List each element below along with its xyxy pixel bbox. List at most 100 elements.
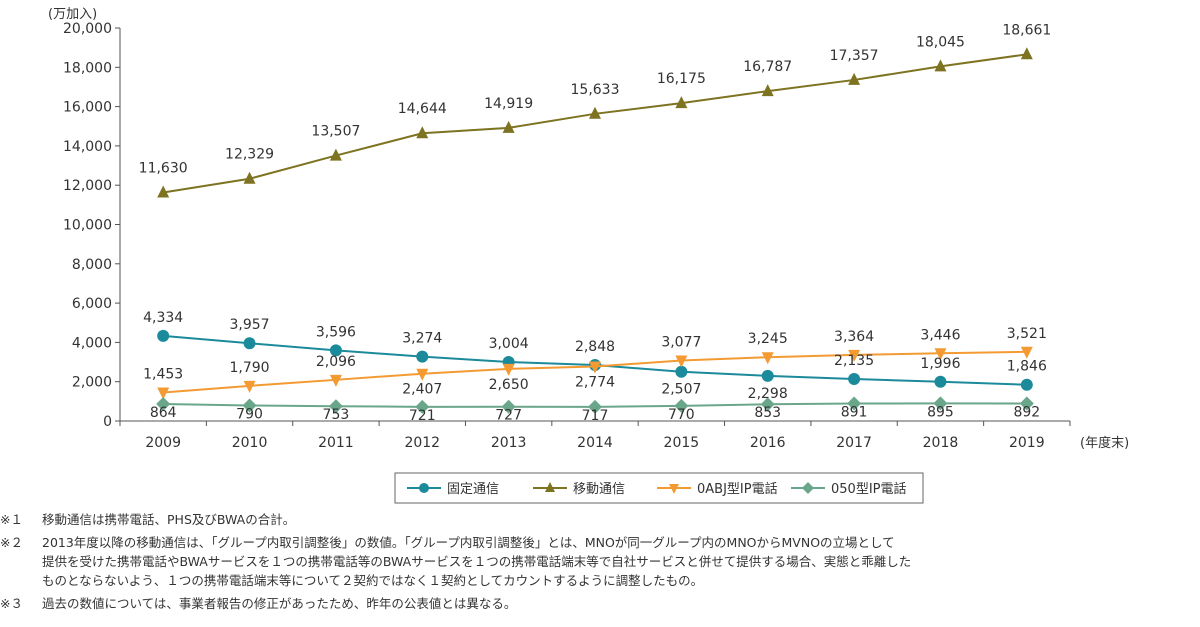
legend-marker-2 xyxy=(545,482,555,492)
y-tick-label: 0 xyxy=(103,414,112,430)
legend-label-3: 0ABJ型IP電話 xyxy=(697,481,778,497)
data-label: 12,329 xyxy=(225,147,274,163)
data-label: 11,630 xyxy=(139,160,188,176)
data-label: 3,957 xyxy=(229,317,269,333)
footnote-mark: ※２ xyxy=(0,535,23,550)
series-3-point xyxy=(761,352,774,365)
series-3-point xyxy=(416,368,429,381)
series-2-point xyxy=(1020,47,1033,60)
data-label: 892 xyxy=(1013,404,1040,420)
series-2-point xyxy=(848,72,861,85)
series-4-point xyxy=(588,399,602,414)
series-3-point xyxy=(1020,346,1033,359)
footnote-3: ※３ 過去の数値については、事業者報告の修正があったため、昨年の公表値とは異なる… xyxy=(0,594,1200,613)
data-label: 891 xyxy=(841,404,868,420)
x-tick-label: 2019 xyxy=(1009,435,1045,451)
legend-label-1: 固定通信 xyxy=(447,482,499,497)
data-label: 1,996 xyxy=(920,356,960,372)
legend-label-4: 050型IP電話 xyxy=(831,481,907,497)
series-4-point xyxy=(760,397,775,412)
legend-label-2: 移動通信 xyxy=(573,482,625,497)
series-4-point xyxy=(156,397,171,412)
y-axis-unit-label: (万加入) xyxy=(48,7,97,22)
data-label: 17,357 xyxy=(830,48,879,64)
footnote-mark: ※３ xyxy=(0,596,23,611)
data-label: 3,364 xyxy=(834,329,874,345)
series-4-point xyxy=(847,396,862,411)
data-label: 2,848 xyxy=(575,339,615,355)
series-1-point xyxy=(934,375,947,388)
x-tick-label: 2012 xyxy=(404,435,440,451)
footnote-2: ※２ 2013年度以降の移動通信は、「グループ内取引調整後」の数値。「グループ内… xyxy=(0,533,1200,590)
x-tick-label: 2010 xyxy=(232,435,268,451)
series-4-point xyxy=(415,399,430,414)
series-line-2 xyxy=(163,53,1027,194)
legend-marker-3 xyxy=(669,484,679,494)
data-label: 16,175 xyxy=(657,71,706,87)
legend-marker-1 xyxy=(419,483,429,493)
y-tick-label: 20,000 xyxy=(63,21,112,37)
data-label: 3,446 xyxy=(920,327,960,343)
data-label: 18,661 xyxy=(1002,22,1051,38)
data-label: 13,507 xyxy=(311,124,360,140)
series-4-point xyxy=(1019,396,1034,411)
data-label: 2,507 xyxy=(661,382,701,398)
data-label: 2,135 xyxy=(834,353,874,369)
data-label: 864 xyxy=(150,405,177,421)
data-label: 2,774 xyxy=(575,374,615,390)
series-4-point xyxy=(501,399,516,414)
series-1-point xyxy=(329,344,342,357)
legend-marker-4 xyxy=(802,482,814,494)
series-3-point xyxy=(934,348,947,361)
data-label: 721 xyxy=(409,408,436,424)
x-axis-unit-label: (年度末) xyxy=(1080,435,1129,451)
series-3-point xyxy=(589,361,601,374)
footnotes: ※１ 移動通信は携帯電話、PHS及びBWAの合計。 ※２ 2013年度以降の移動… xyxy=(0,510,1200,613)
series-1-point xyxy=(416,350,429,363)
series-2-point xyxy=(157,185,170,198)
data-label: 895 xyxy=(927,404,954,420)
data-label: 717 xyxy=(582,408,609,424)
data-label: 2,298 xyxy=(748,386,788,402)
series-2-point xyxy=(329,148,342,161)
series-1-point xyxy=(1020,378,1033,391)
series-2-point xyxy=(416,126,429,139)
data-label: 853 xyxy=(754,405,781,421)
data-label: 753 xyxy=(323,407,350,423)
series-3-point xyxy=(502,363,515,376)
series-2-point xyxy=(761,84,774,97)
data-label: 4,334 xyxy=(143,310,183,326)
y-tick-label: 14,000 xyxy=(63,139,112,155)
footnote-mark: ※１ xyxy=(0,512,23,527)
series-4-point xyxy=(328,399,343,414)
data-label: 3,521 xyxy=(1007,326,1047,342)
data-label: 14,919 xyxy=(484,96,533,112)
data-label: 3,004 xyxy=(489,336,529,352)
y-tick-label: 6,000 xyxy=(72,296,112,312)
y-tick-label: 18,000 xyxy=(63,60,112,76)
series-3-point xyxy=(675,355,688,368)
series-4-point xyxy=(674,398,689,413)
series-3-point xyxy=(157,387,170,400)
data-label: 790 xyxy=(236,406,263,422)
series-2-point xyxy=(243,171,256,184)
series-3-point xyxy=(329,374,342,387)
y-tick-label: 16,000 xyxy=(63,100,112,116)
data-label: 1,846 xyxy=(1007,359,1047,375)
y-tick-label: 8,000 xyxy=(72,257,112,273)
x-tick-label: 2016 xyxy=(750,435,786,451)
data-label: 3,245 xyxy=(748,331,788,347)
data-label: 2,096 xyxy=(316,354,356,370)
series-4-point xyxy=(242,398,257,413)
series-4-point xyxy=(933,396,948,411)
series-1-point xyxy=(675,365,688,378)
series-2-point xyxy=(502,120,515,133)
data-label: 3,077 xyxy=(661,335,701,351)
data-label: 16,787 xyxy=(743,59,792,75)
x-tick-label: 2017 xyxy=(836,435,872,451)
data-label: 15,633 xyxy=(571,82,620,98)
data-label: 2,650 xyxy=(489,377,529,393)
data-label: 3,274 xyxy=(402,331,442,347)
series-2-point xyxy=(589,106,601,119)
